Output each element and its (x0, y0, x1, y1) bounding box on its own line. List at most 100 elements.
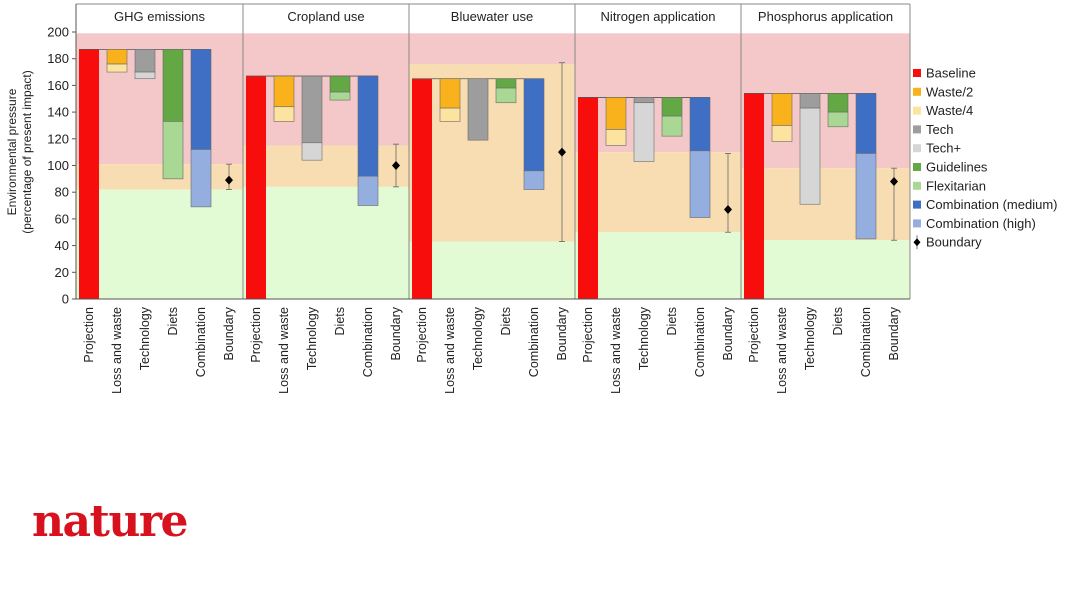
category-label: Combination (527, 307, 541, 377)
zone-green (76, 189, 243, 299)
zone-red (741, 33, 910, 169)
zone-green (243, 186, 409, 299)
category-label: Projection (581, 307, 595, 363)
legend-label: Baseline (926, 66, 976, 81)
bar-segment (190, 149, 212, 208)
boundary-marker (558, 147, 566, 157)
bar-segment (357, 175, 379, 206)
zone-green (741, 240, 910, 299)
category-label: Loss and waste (277, 307, 291, 394)
category-label: Projection (747, 307, 761, 363)
bar-segment (301, 142, 323, 161)
panel-title: GHG emissions (114, 9, 206, 24)
y-tick-label: 60 (55, 211, 69, 226)
legend-swatch (913, 69, 921, 77)
baseline-bar (412, 78, 432, 299)
baseline-bar (79, 49, 99, 300)
category-label: Technology (637, 306, 651, 370)
bar-segment (106, 63, 128, 73)
category-label: Boundary (389, 306, 403, 360)
panel-title: Cropland use (287, 9, 364, 24)
panel-title: Bluewater use (451, 9, 533, 24)
bar-segment (661, 97, 683, 117)
bar-segment (523, 78, 545, 172)
legend-label: Combination (medium) (926, 197, 1058, 212)
category-label: Diets (665, 307, 679, 335)
category-label: Combination (361, 307, 375, 377)
legend-label: Tech (926, 122, 953, 137)
category-label: Technology (471, 306, 485, 370)
category-label: Combination (693, 307, 707, 377)
boundary-marker (225, 175, 233, 185)
zone-orange (243, 145, 409, 187)
zone-orange (76, 164, 243, 190)
zone-red (76, 33, 243, 165)
category-label: Combination (859, 307, 873, 377)
y-tick-label: 180 (47, 51, 69, 66)
legend-swatch (913, 219, 921, 228)
category-label: Boundary (721, 306, 735, 360)
zone-red (243, 33, 409, 146)
y-tick-label: 100 (47, 158, 69, 173)
category-label: Loss and waste (110, 307, 124, 394)
y-axis-label-2: (percentage of present impact) (20, 70, 34, 233)
zone-red (575, 33, 741, 153)
chart: GHG emissions Projection Loss and waste Tec… (5, 3, 1058, 394)
legend-label: Combination (high) (926, 216, 1036, 231)
category-label: Combination (194, 307, 208, 377)
bar-segment (190, 49, 212, 150)
bar-segment (329, 91, 351, 101)
category-label: Technology (803, 306, 817, 370)
y-axis-label: Environmental pressure (5, 88, 19, 215)
zone-orange (409, 64, 575, 242)
category-label: Loss and waste (775, 307, 789, 394)
category-label: Projection (415, 307, 429, 363)
legend-swatch (913, 106, 921, 115)
bar-segment (827, 93, 849, 113)
zone-green (409, 241, 575, 299)
category-label: Diets (831, 307, 845, 335)
bar-segment (467, 78, 489, 141)
panel-title: Nitrogen application (601, 9, 716, 24)
y-tick-label: 200 (47, 25, 69, 40)
category-label: Loss and waste (443, 307, 457, 394)
bar-segment (771, 125, 793, 142)
bar-segment (605, 97, 627, 130)
baseline-bar (578, 97, 598, 299)
bar-segment (134, 71, 156, 80)
baseline-bar (744, 93, 764, 299)
zone-green (575, 232, 741, 299)
legend-label: Waste/2 (926, 84, 973, 99)
category-label: Technology (138, 306, 152, 370)
category-label: Loss and waste (609, 307, 623, 394)
y-tick-label: 120 (47, 131, 69, 146)
bar-segment (162, 49, 184, 122)
zone-red (409, 33, 575, 65)
bar-segment (162, 121, 184, 180)
category-label: Boundary (555, 306, 569, 360)
panel-title: Phosphorus application (758, 9, 893, 24)
legend-swatch (913, 125, 921, 134)
baseline-bar (246, 76, 266, 300)
category-label: Diets (333, 307, 347, 335)
bar-segment (439, 107, 461, 122)
legend-label: Flexitarian (926, 178, 986, 193)
bar-segment (273, 106, 295, 122)
boundary-marker (890, 177, 898, 187)
legend-swatch (913, 163, 921, 171)
y-tick-label: 20 (55, 265, 69, 280)
bar-segment (799, 93, 821, 109)
bar-segment (827, 111, 849, 128)
y-tick-label: 80 (55, 185, 69, 200)
category-label: Projection (82, 307, 96, 363)
legend-label: Guidelines (926, 160, 988, 175)
legend-swatch (913, 238, 921, 247)
legend-swatch (913, 200, 921, 209)
bar-segment (689, 150, 711, 218)
legend-label: Waste/4 (926, 103, 973, 118)
bar-segment (106, 49, 128, 65)
bar-segment (689, 97, 711, 152)
bar-segment (357, 75, 379, 177)
bar-segment (633, 102, 655, 162)
zone-orange (741, 168, 910, 241)
